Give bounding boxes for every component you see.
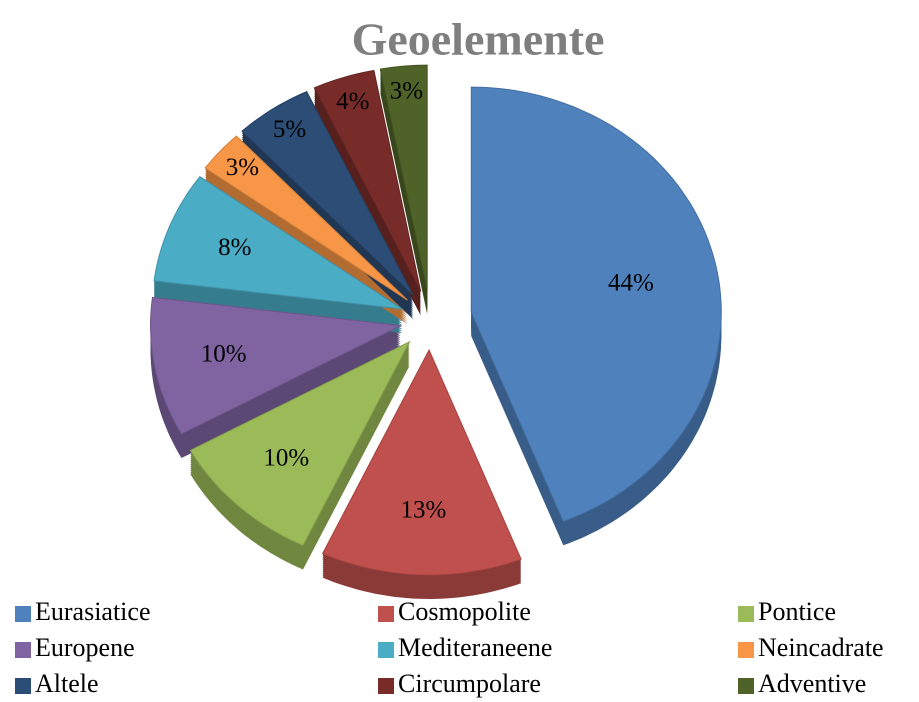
slice: [153, 176, 403, 310]
legend-label: Europene: [35, 633, 135, 662]
data-label: 8%: [218, 234, 251, 261]
legend-swatch: [15, 678, 31, 694]
slice: [379, 64, 428, 291]
data-label: 5%: [273, 116, 306, 143]
data-label: 10%: [263, 445, 309, 472]
legend-swatch: [378, 606, 394, 622]
data-label: 4%: [336, 88, 369, 115]
chart-title: Geoelemente: [352, 14, 605, 65]
legend-label: Altele: [35, 669, 99, 698]
legend-swatch: [378, 642, 394, 658]
slice: [241, 90, 414, 296]
data-label: 3%: [226, 154, 259, 181]
legend-swatch: [15, 606, 31, 622]
legend-label: Eurasiatice: [35, 597, 151, 626]
legend-swatch: [378, 678, 394, 694]
slice: [204, 135, 408, 301]
slice: [321, 348, 522, 576]
legend-swatch: [738, 642, 754, 658]
legend-label: Circumpolare: [398, 669, 541, 698]
data-label: 44%: [608, 269, 654, 296]
legend-label: Neincadrate: [758, 633, 884, 662]
legend-label: Mediteraneene: [398, 633, 552, 662]
legend-label: Pontice: [758, 597, 836, 626]
legend-label: Cosmopolite: [398, 597, 531, 626]
legend-label: Adventive: [758, 669, 866, 698]
slice: [149, 296, 403, 435]
slice: [189, 340, 411, 547]
data-label: 10%: [201, 341, 247, 368]
data-label: 3%: [390, 78, 423, 105]
legend-swatch: [738, 606, 754, 622]
slice: [313, 69, 422, 292]
legend-swatch: [738, 678, 754, 694]
legend-swatch: [15, 642, 31, 658]
data-label: 13%: [400, 497, 446, 524]
slice: [470, 86, 722, 522]
